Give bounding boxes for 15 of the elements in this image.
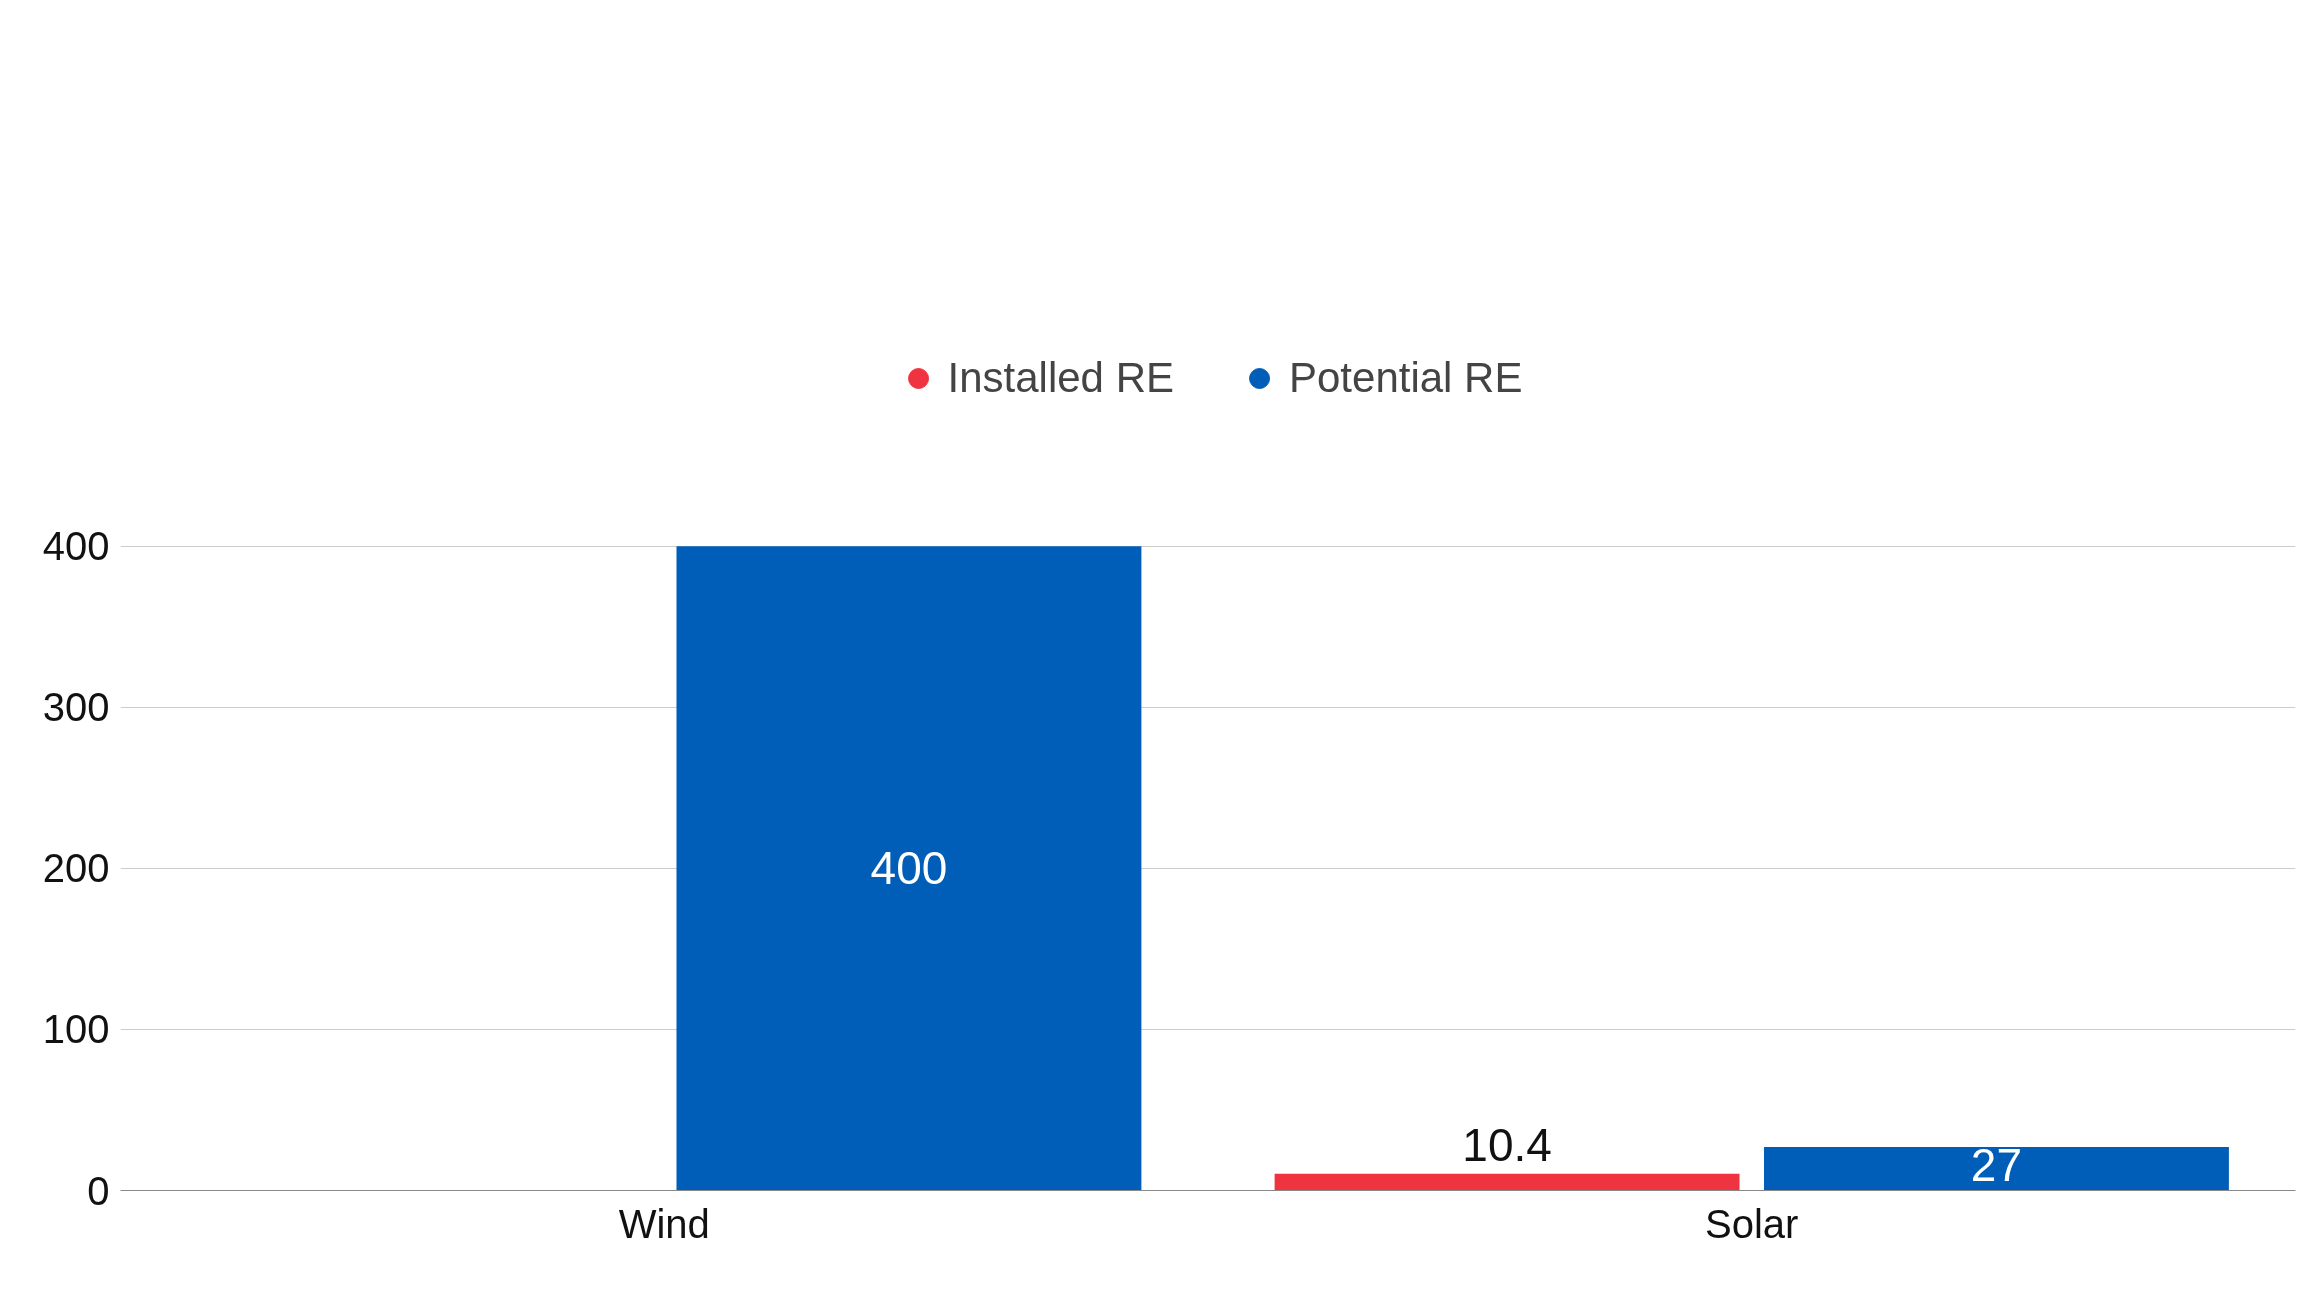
x-tick-label: Wind [618,1201,710,1246]
data-label: 400 [870,842,948,895]
bar [1763,1147,2229,1191]
data-label: 27 [1970,1139,2023,1192]
y-tick-label: 400 [42,524,110,569]
bar [676,546,1142,1191]
legend-label: Installed RE [947,353,1174,402]
y-tick-label: 300 [42,685,110,730]
legend-label: Potential RE [1288,353,1523,402]
y-tick-label: 100 [42,1007,110,1052]
data-label: 10.4 [1462,1118,1552,1171]
bar [1274,1173,1740,1191]
x-tick-label: Solar [1705,1201,1799,1246]
y-tick-label: 0 [87,1168,110,1213]
y-tick-label: 200 [42,846,110,891]
